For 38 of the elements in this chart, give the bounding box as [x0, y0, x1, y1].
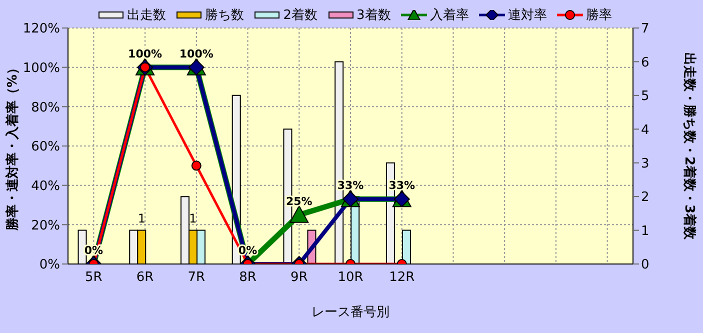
data-label: 100%: [128, 47, 162, 60]
x-tick-label: 9R: [290, 270, 308, 286]
data-label: 1: [189, 211, 197, 226]
legend-label: 入着率: [428, 7, 469, 24]
legend-label: 勝ち数: [204, 7, 244, 24]
y2-tick-label: 0: [641, 258, 650, 273]
x-tick-label: 7R: [188, 270, 206, 286]
y2-tick-label: 3: [641, 156, 650, 172]
y2-axis-title: 出走数・勝ち数・2着数・3着数: [681, 52, 698, 241]
point: [290, 205, 309, 223]
legend-label: 2着数: [282, 7, 318, 24]
legend-label: 出走数: [126, 7, 166, 24]
y-axis-title: 勝率・連対率・入着率（%）: [4, 61, 21, 232]
y2-tick-label: 6: [641, 55, 650, 70]
y2-tick-label: 4: [641, 122, 650, 138]
legend-label: 3着数: [356, 7, 391, 24]
x-tick-label: 12R: [389, 270, 415, 286]
x-tick-label: 5R: [85, 270, 102, 286]
y-tick-label: 20%: [31, 218, 60, 234]
y-tick-label: 60%: [31, 140, 60, 155]
y2-tick-label: 7: [641, 22, 650, 37]
y-tick-label: 0%: [39, 258, 60, 273]
y-tick-label: 80%: [31, 100, 60, 116]
legend-label: 勝率: [584, 7, 612, 24]
legend-label: 連対率: [506, 7, 547, 24]
x-tick-label: 8R: [239, 270, 256, 286]
y2-tick-label: 1: [641, 224, 650, 239]
y-tick-label: 120%: [22, 22, 60, 37]
data-label: 1: [138, 211, 146, 226]
x-tick-label: 6R: [136, 270, 154, 286]
point: [191, 160, 202, 171]
x-tick-label: 10R: [338, 270, 364, 286]
y2-tick-label: 5: [641, 89, 650, 104]
x-axis-title: レース番号別: [312, 305, 390, 320]
data-label: 100%: [179, 47, 214, 60]
y-tick-label: 40%: [31, 178, 60, 194]
y2-tick-label: 2: [641, 190, 650, 206]
y-tick-label: 100%: [22, 60, 60, 76]
